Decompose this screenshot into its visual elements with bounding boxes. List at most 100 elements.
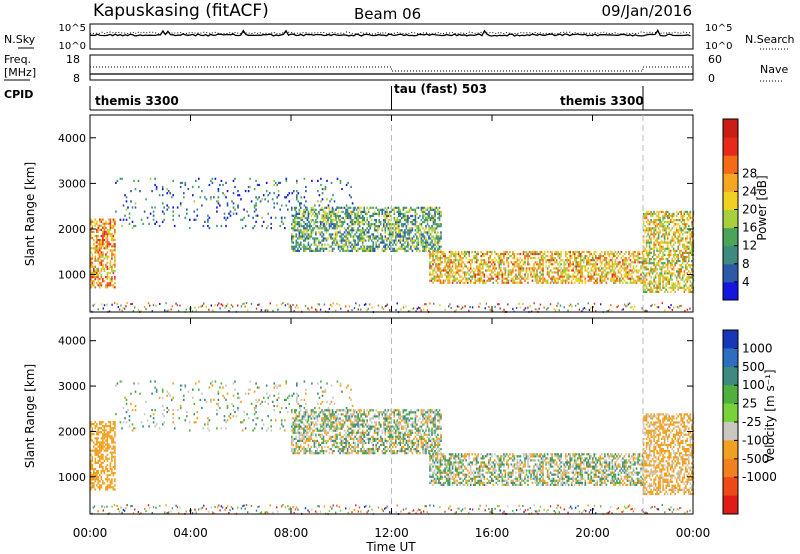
power-pixel xyxy=(529,305,532,308)
power-pixel xyxy=(369,223,371,226)
power-pixel xyxy=(127,206,129,209)
power-pixel xyxy=(632,255,635,258)
power-pixel xyxy=(672,268,675,271)
power-pixel xyxy=(407,214,409,218)
power-pixel xyxy=(371,306,373,309)
power-pixel xyxy=(645,262,648,265)
power-pixel xyxy=(399,214,402,218)
power-pixel xyxy=(614,273,617,276)
power-pixel xyxy=(402,306,405,309)
power-pixel xyxy=(554,271,556,274)
power-pixel xyxy=(685,278,687,281)
power-pixel xyxy=(108,284,110,287)
power-pixel xyxy=(100,224,103,227)
velocity-pixel xyxy=(273,382,275,385)
power-pixel xyxy=(561,277,564,280)
power-pixel xyxy=(100,269,103,272)
velocity-pixel xyxy=(167,392,170,395)
power-pixel xyxy=(635,259,638,262)
velocity-pixel xyxy=(154,425,156,428)
power-pixel xyxy=(93,267,95,270)
power-pixel xyxy=(398,231,400,234)
power-pixel xyxy=(623,269,626,272)
power-pixel xyxy=(527,255,529,258)
velocity-pixel xyxy=(291,411,293,414)
power-pixel xyxy=(384,221,387,224)
power-pixel xyxy=(668,286,670,289)
velocity-pixel xyxy=(320,402,322,405)
velocity-pixel xyxy=(207,427,209,430)
power-pixel xyxy=(677,241,679,244)
power-pixel xyxy=(106,247,109,250)
power-pixel xyxy=(396,235,399,238)
power-pixel xyxy=(279,224,281,228)
power-pixel xyxy=(355,219,358,222)
power-pixel xyxy=(650,258,652,261)
velocity-pixel xyxy=(277,384,280,387)
power-pixel xyxy=(663,286,666,289)
power-pixel xyxy=(90,263,92,266)
velocity-pixel xyxy=(217,392,220,395)
power-pixel xyxy=(622,261,624,264)
power-pixel xyxy=(575,257,577,260)
power-pixel xyxy=(355,243,358,246)
power-pixel xyxy=(399,210,402,213)
velocity-pixel xyxy=(114,423,116,426)
power-pixel xyxy=(112,271,115,275)
power-pixel xyxy=(459,265,461,268)
power-pixel xyxy=(401,239,403,242)
power-pixel xyxy=(387,223,390,226)
power-pixel xyxy=(434,237,436,240)
power-pixel xyxy=(617,263,620,266)
power-pixel xyxy=(623,303,626,306)
power-pixel xyxy=(250,302,253,305)
power-pixel xyxy=(419,229,421,232)
power-pixel xyxy=(637,255,639,258)
power-pixel xyxy=(99,224,101,227)
power-pixel xyxy=(507,275,510,278)
power-pixel xyxy=(241,227,244,230)
power-pixel xyxy=(564,273,567,276)
power-pixel xyxy=(617,275,620,278)
power-pixel xyxy=(457,252,460,256)
power-pixel xyxy=(662,219,664,222)
power-pixel xyxy=(589,271,591,274)
power-pixel xyxy=(334,231,337,234)
power-pixel xyxy=(669,306,671,309)
power-pixel xyxy=(665,210,667,213)
power-pixel xyxy=(437,241,439,244)
power-pixel xyxy=(581,259,583,262)
power-pixel xyxy=(435,277,437,280)
power-pixel xyxy=(504,271,507,274)
power-pixel xyxy=(478,273,481,276)
power-pixel xyxy=(654,303,656,306)
power-pixel xyxy=(516,275,519,278)
power-pixel xyxy=(360,237,362,240)
power-pixel xyxy=(106,232,109,236)
power-pixel xyxy=(483,281,486,284)
power-pixel xyxy=(691,274,693,277)
power-pixel xyxy=(632,261,635,264)
velocity-pixel xyxy=(106,474,109,477)
power-pixel xyxy=(187,188,190,191)
power-pixel xyxy=(315,214,317,218)
power-pixel xyxy=(536,273,538,276)
power-pixel xyxy=(678,272,681,275)
power-pixel xyxy=(259,310,261,313)
power-pixel xyxy=(519,261,522,264)
power-pixel xyxy=(220,303,222,306)
power-pixel xyxy=(617,261,620,264)
power-pixel xyxy=(644,231,646,234)
power-pixel xyxy=(102,263,104,266)
power-pixel xyxy=(677,288,679,291)
velocity-pixel xyxy=(109,429,112,432)
power-pixel xyxy=(650,214,652,218)
velocity-pixel xyxy=(106,425,109,428)
power-pixel xyxy=(663,272,666,275)
power-pixel xyxy=(518,252,520,256)
power-pixel xyxy=(216,210,218,213)
power-pixel xyxy=(408,229,411,232)
velocity-pixel xyxy=(131,409,134,412)
power-pixel xyxy=(510,277,513,280)
power-pixel xyxy=(381,247,384,250)
